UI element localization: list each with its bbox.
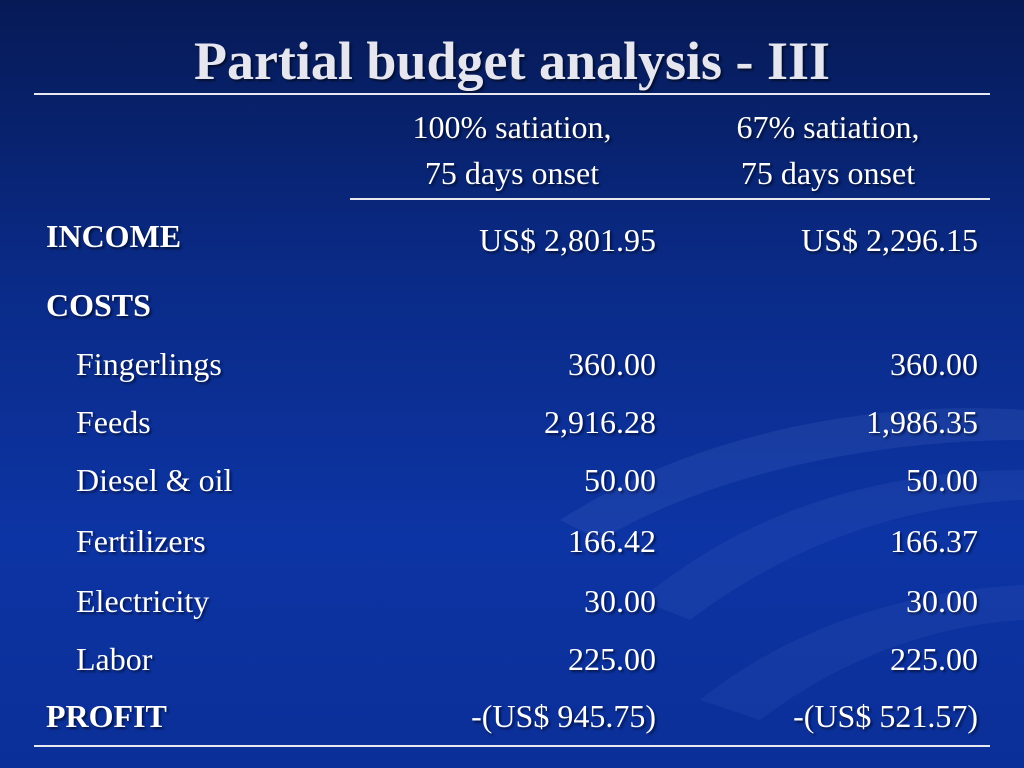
slide-title: Partial budget analysis - III xyxy=(193,31,831,91)
column-header-2: 67% satiation, 75 days onset xyxy=(688,104,968,196)
row-label: Electricity xyxy=(76,583,210,619)
row-value-col2: 166.37 xyxy=(890,523,978,559)
column-header-1: 100% satiation, 75 days onset xyxy=(372,104,652,196)
row-fertilizers: Fertilizers 166.42 166.37 xyxy=(0,523,1024,567)
row-label: COSTS xyxy=(46,287,151,323)
row-electricity: Electricity 30.00 30.00 xyxy=(0,583,1024,627)
row-labor: Labor 225.00 225.00 xyxy=(0,641,1024,685)
row-income: INCOME US$ 2,801.95 US$ 2,296.15 xyxy=(0,218,1024,262)
row-value-col2: -(US$ 521.57) xyxy=(793,698,978,734)
row-label: Diesel & oil xyxy=(76,462,233,498)
row-value-col1: -(US$ 945.75) xyxy=(471,698,656,734)
row-value-col2: US$ 2,296.15 xyxy=(801,222,978,258)
column-header-1-line1: 100% satiation, xyxy=(412,109,612,145)
row-value-col2: 50.00 xyxy=(906,462,978,498)
row-value-col2: 225.00 xyxy=(890,641,978,677)
row-value-col1: 166.42 xyxy=(568,523,656,559)
row-label: Fingerlings xyxy=(76,346,222,382)
row-profit: PROFIT -(US$ 945.75) -(US$ 521.57) xyxy=(0,698,1024,742)
row-value-col1: 360.00 xyxy=(568,346,656,382)
row-feeds: Feeds 2,916.28 1,986.35 xyxy=(0,404,1024,448)
row-value-col2: 360.00 xyxy=(890,346,978,382)
row-value-col2: 30.00 xyxy=(906,583,978,619)
title-divider xyxy=(34,93,990,95)
row-diesel-oil: Diesel & oil 50.00 50.00 xyxy=(0,462,1024,506)
row-value-col1: 30.00 xyxy=(584,583,656,619)
row-fingerlings: Fingerlings 360.00 360.00 xyxy=(0,346,1024,390)
row-value-col2: 1,986.35 xyxy=(866,404,978,440)
header-divider xyxy=(350,198,990,200)
row-value-col1: 50.00 xyxy=(584,462,656,498)
row-value-col1: US$ 2,801.95 xyxy=(479,222,656,258)
column-header-2-line2: 75 days onset xyxy=(740,155,916,191)
row-label: INCOME xyxy=(46,218,182,254)
row-label: PROFIT xyxy=(46,698,167,734)
row-value-col1: 225.00 xyxy=(568,641,656,677)
bottom-divider xyxy=(34,745,990,747)
row-value-col1: 2,916.28 xyxy=(544,404,656,440)
column-header-2-line1: 67% satiation, xyxy=(736,109,920,145)
row-label: Labor xyxy=(76,641,153,677)
row-costs: COSTS xyxy=(0,287,1024,331)
row-label: Feeds xyxy=(76,404,151,440)
column-header-1-line2: 75 days onset xyxy=(424,155,600,191)
row-label: Fertilizers xyxy=(76,523,206,559)
